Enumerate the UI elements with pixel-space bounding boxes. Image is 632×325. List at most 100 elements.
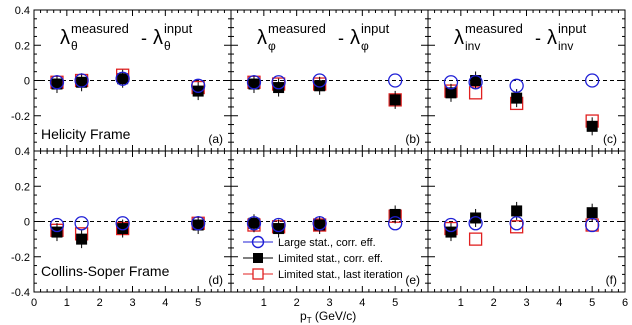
x-tick-label: 6: [622, 297, 628, 309]
marker-large-stat: [585, 217, 600, 233]
legend-marker-last-iteration: [252, 268, 264, 280]
x-tick-label: 5: [589, 297, 595, 309]
title-lambda-1: λ: [60, 27, 70, 49]
y-tick-label: -0.4: [11, 287, 30, 299]
x-axis-title-main: p: [300, 309, 307, 323]
panel-tag-e: (e): [405, 273, 420, 287]
legend-label-last-iteration: Limited stat., last iteration: [278, 269, 403, 281]
y-tick-label: 0.4: [15, 146, 30, 158]
marker-limited-stat: [117, 223, 129, 235]
marker-limited-stat: [389, 94, 401, 106]
title-sup-measured: measured: [465, 21, 523, 36]
marker-large-stat: [312, 73, 327, 88]
marker-large-stat: [74, 73, 89, 88]
marker-large-stat: [191, 78, 206, 93]
marker-limited-stat: [314, 219, 326, 231]
x-tick-label: 3: [129, 297, 135, 309]
marker-limited-stat: [586, 207, 598, 219]
marker-large-stat: [443, 217, 459, 233]
title-lambda-1: λ: [454, 27, 464, 49]
x-tick-label: 5: [392, 297, 398, 309]
marker-large-stat: [388, 216, 403, 231]
marker-limited-stat: [470, 75, 482, 86]
marker-limited-stat: [76, 76, 88, 88]
y-tick-label: 0: [24, 217, 30, 229]
x-axis-title: pT (GeV/c): [300, 309, 356, 325]
marker-large-stat: [49, 217, 65, 233]
marker-limited-stat: [248, 217, 260, 229]
marker-large-stat: [49, 75, 65, 90]
marker-large-stat: [312, 216, 327, 231]
x-tick-label: 4: [556, 297, 562, 309]
x-axis-title-unit: (GeV/c): [312, 309, 357, 323]
title-sub-measured: φ: [268, 39, 276, 53]
marker-large-stat: [468, 75, 483, 90]
title-sup-input: input: [164, 21, 193, 36]
x-tick-label: 4: [162, 297, 168, 309]
marker-large-stat: [74, 216, 89, 231]
marker-large-stat: [115, 216, 130, 231]
x-tick-label: 4: [359, 297, 365, 309]
x-tick-label: 5: [195, 297, 201, 309]
marker-limited-stat: [586, 120, 598, 132]
title-sup-measured: measured: [71, 21, 129, 36]
x-tick-label: 1: [458, 297, 464, 309]
marker-limited-stat: [445, 87, 457, 99]
panel-tag-b: (b): [405, 132, 420, 146]
marker-large-stat: [271, 217, 286, 233]
panel-tag-f: (f): [606, 273, 617, 287]
title-sup-measured: measured: [268, 21, 326, 36]
title-minus: -: [338, 28, 344, 48]
title-lambda-2: λ: [350, 27, 360, 49]
marker-large-stat: [246, 216, 262, 231]
y-tick-label: -0.2: [11, 252, 30, 264]
marker-large-stat: [585, 73, 600, 88]
marker-large-stat: [246, 75, 262, 90]
legend: Large stat., corr. eff. Limited stat., c…: [243, 235, 403, 281]
marker-large-stat: [468, 216, 483, 231]
row-label-helicity: Helicity Frame: [41, 126, 131, 142]
marker-large-stat: [509, 78, 524, 93]
x-tick-label: 1: [261, 297, 267, 309]
x-tick-label: 0: [31, 297, 37, 309]
x-tick-label: 3: [326, 297, 332, 309]
x-tick-label: 2: [491, 297, 497, 309]
marker-large-stat: [443, 75, 459, 90]
marker-last-iteration: [509, 220, 524, 234]
marker-large-stat: [388, 73, 403, 88]
marker-limited-stat: [273, 82, 285, 94]
marker-limited-stat: [511, 92, 523, 104]
title-lambda-2: λ: [547, 27, 557, 49]
marker-limited-stat: [470, 212, 482, 224]
marker-limited-stat: [192, 85, 204, 97]
marker-limited-stat: [192, 219, 204, 231]
y-tick-label: 0.4: [15, 5, 30, 17]
x-tick-label: 3: [523, 297, 529, 309]
marker-last-iteration: [468, 232, 483, 246]
title-sub-input: θ: [164, 39, 171, 53]
marker-large-stat: [191, 216, 206, 231]
marker-large-stat: [271, 75, 286, 90]
title-lambda-2: λ: [153, 27, 163, 49]
row-label-collins-soper: Collins-Soper Frame: [41, 263, 170, 279]
y-tick-label: -0.2: [11, 111, 30, 123]
panel-tag-a: (a): [208, 132, 223, 146]
marker-limited-stat: [117, 73, 129, 85]
title-sub-measured: θ: [71, 39, 78, 53]
x-tick-label: 1: [64, 297, 70, 309]
x-axis-title-sub: T: [307, 316, 312, 325]
y-tick-label: 0.2: [15, 40, 30, 52]
marker-limited-stat: [51, 78, 63, 90]
y-tick-label: 0: [24, 76, 30, 88]
title-sup-input: input: [361, 21, 390, 36]
title-minus: -: [535, 28, 541, 48]
title-sub-input: inv: [558, 39, 573, 53]
panel-tag-d: (d): [208, 273, 223, 287]
title-lambda-1: λ: [257, 27, 267, 49]
marker-large-stat: [509, 216, 524, 231]
title-sup-input: input: [558, 21, 587, 36]
panel-tag-c: (c): [603, 132, 617, 146]
marker-limited-stat: [314, 80, 326, 92]
